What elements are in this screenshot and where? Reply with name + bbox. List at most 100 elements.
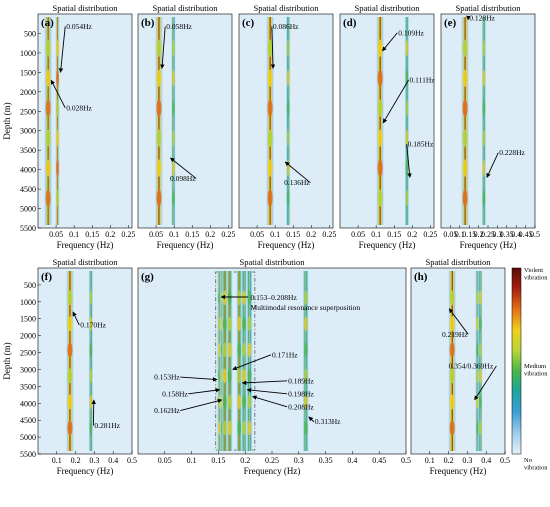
chart-panel: 0.050.10.150.20.250.30.350.40.450.5 Spati…	[440, 3, 540, 250]
x-tick-label: 0.2	[407, 230, 417, 239]
y-axis-label: Depth (m)	[2, 342, 12, 379]
annotation-label: 0.153Hz	[154, 373, 180, 382]
chart-panel: 0.05 0.1 0.15 0.2 0.25 Spatial distribution Fr…	[238, 3, 336, 250]
band-hotspot	[67, 316, 73, 332]
x-axis-label: Frequency (Hz)	[157, 240, 214, 250]
vibration-band	[226, 271, 234, 451]
band-hotspot	[242, 368, 247, 384]
band-hotspot	[237, 394, 242, 410]
x-tick-label: 0.4	[511, 230, 521, 239]
x-tick-label: 0.2	[474, 230, 484, 239]
y-tick-label: 1000	[20, 49, 36, 58]
annotation-arrow	[72, 311, 80, 326]
x-tick-label: 0.5	[530, 230, 540, 239]
vibration-band	[477, 271, 483, 451]
vibration-band	[240, 271, 248, 451]
band-hotspot	[67, 342, 73, 358]
plot-frame	[137, 13, 233, 229]
band-hotspot	[267, 189, 273, 207]
y-tick-label: 5500	[20, 224, 36, 233]
annotation-label: 0.028Hz	[66, 103, 92, 112]
x-tick-label: 0.25	[481, 230, 495, 239]
annotation-arrow	[284, 161, 311, 184]
x-tick-label: 0.1	[425, 456, 435, 465]
band-hotspot	[172, 39, 175, 57]
plot-frame	[37, 267, 133, 455]
x-tick-label: 0.4	[347, 456, 357, 465]
x-tick-label: 0.3	[462, 456, 472, 465]
y-tick-label: 1500	[20, 68, 36, 77]
band-hotspot	[89, 394, 93, 410]
annotation-label: 0.109Hz	[398, 28, 424, 37]
x-tick-label: 0.25	[265, 456, 279, 465]
band-hotspot	[482, 129, 486, 147]
band-hotspot	[56, 69, 59, 87]
y-tick-label: 3000	[20, 365, 36, 374]
annotation-label: 0.354/0.369Hz	[449, 361, 494, 370]
band-hotspot	[45, 99, 51, 117]
band-hotspot	[156, 69, 162, 87]
plot-frame	[37, 13, 133, 229]
annotation-label: 0.058Hz	[166, 22, 192, 31]
band-hotspot	[377, 129, 383, 147]
band-hotspot	[56, 39, 59, 57]
plot-background	[441, 14, 535, 228]
band-hotspot	[67, 394, 73, 410]
colorbar-bottom-label: No vibration	[524, 457, 548, 472]
x-tick-label: 0.5	[401, 456, 411, 465]
y-axis-label: Depth (m)	[2, 102, 12, 139]
x-tick-label: 0.4	[108, 456, 118, 465]
band-hotspot	[405, 99, 409, 117]
annotation-arrow	[188, 388, 221, 395]
chart-panel: 0.1 0.2 0.3 0.4 0.5 Spatial distribution Frequ…	[410, 257, 510, 476]
annotation-arrow	[160, 26, 166, 69]
annotation-arrow	[382, 79, 409, 124]
band-hotspot	[267, 69, 273, 87]
panel-label: (e)	[444, 17, 457, 29]
x-tick-label: 0.15	[211, 456, 225, 465]
plot-background	[138, 14, 232, 228]
band-hotspot	[222, 394, 227, 410]
x-tick-label: 0.2	[306, 230, 316, 239]
x-tick-label: 0.15	[286, 230, 300, 239]
band-hotspot	[462, 39, 468, 57]
annotation-arrow	[170, 157, 197, 179]
panel-label: (b)	[141, 17, 155, 29]
band-hotspot	[222, 342, 227, 358]
band-hotspot	[286, 129, 290, 147]
band-hotspot	[237, 342, 242, 358]
band-hotspot	[242, 420, 247, 436]
band-hotspot	[482, 69, 486, 87]
band-hotspot	[67, 420, 73, 436]
band-hotspot	[156, 129, 162, 147]
y-tick-label: 4000	[20, 399, 36, 408]
annotation-arrow	[486, 152, 499, 178]
panel-title: Spatial distribution	[254, 3, 320, 13]
band-hotspot	[156, 99, 162, 117]
band-hotspot	[237, 290, 242, 306]
annotation-arrow	[448, 308, 469, 335]
band-hotspot	[237, 420, 242, 436]
band-hotspot	[267, 39, 273, 57]
band-hotspot	[462, 69, 468, 87]
x-tick-label: 0.1	[169, 230, 179, 239]
panel-title: Spatial distribution	[153, 3, 219, 13]
band-hotspot	[405, 159, 409, 177]
panel-label: (a)	[41, 17, 54, 29]
vibration-band	[285, 17, 291, 225]
annotation-arrow	[241, 380, 288, 386]
plot-frame	[410, 267, 506, 455]
annotation-label: 0.185Hz	[408, 140, 434, 149]
vibration-band	[221, 271, 229, 451]
band-hotspot	[267, 129, 273, 147]
y-tick-label: 4500	[20, 416, 36, 425]
y-tick-label: 2500	[20, 349, 36, 358]
panel-title: Spatial distribution	[426, 257, 492, 267]
band-hotspot	[227, 316, 232, 332]
y-tick-label: 1500	[20, 315, 36, 324]
band-hotspot	[247, 420, 252, 436]
band-hotspot	[247, 368, 252, 384]
band-hotspot	[237, 316, 242, 332]
colorbar: Violent vibration Medium vibration No vibra…	[511, 267, 548, 472]
